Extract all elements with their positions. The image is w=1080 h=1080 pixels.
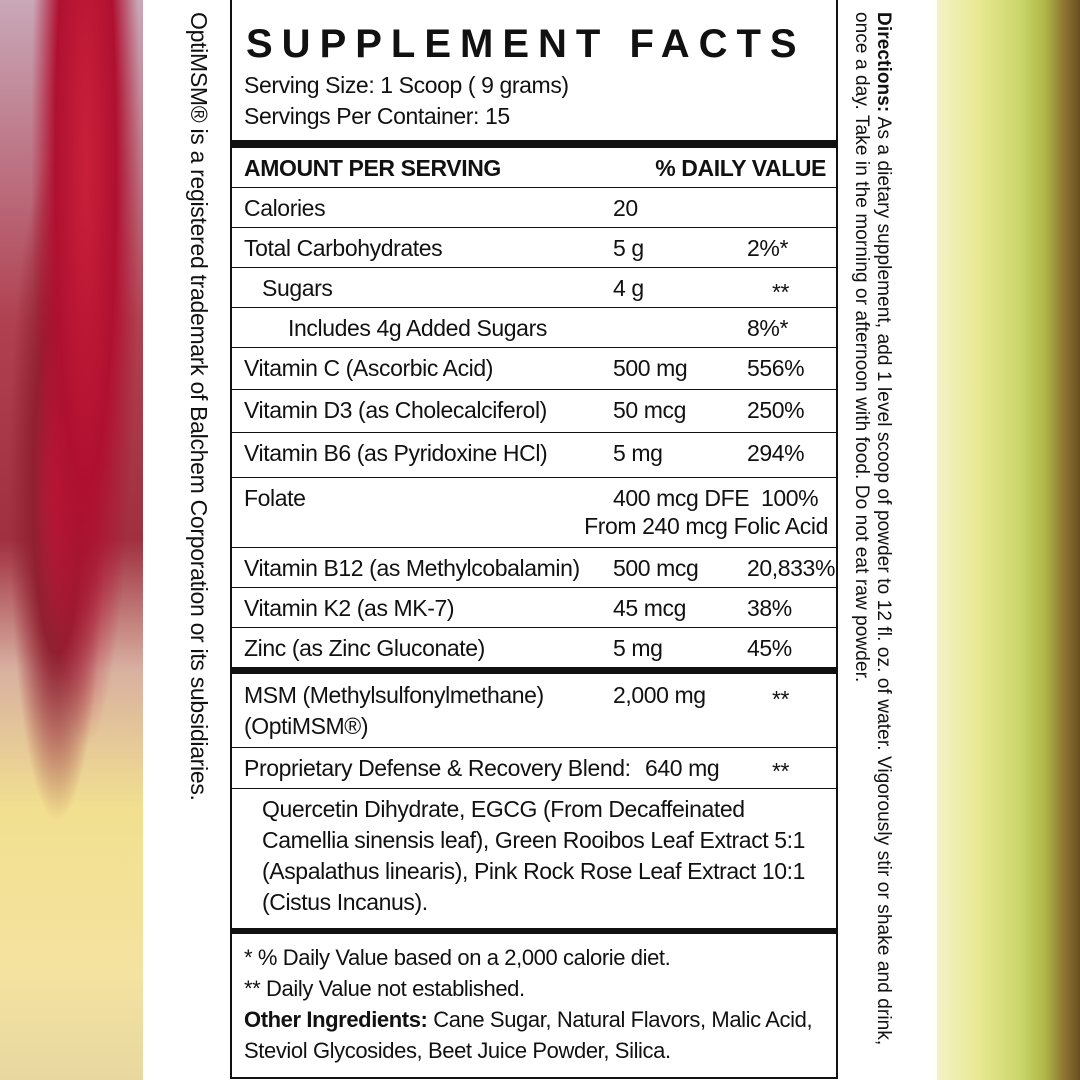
nutrient-dv: 8%* [747, 315, 788, 341]
nutrient-name: Includes 4g Added Sugars [288, 315, 547, 341]
nutrient-row: Sugars 4 g ** [232, 268, 836, 308]
supplement-facts-table: SUPPLEMENT FACTS Serving Size: 1 Scoop (… [230, 0, 838, 1079]
directions: Directions: As a dietary supplement, add… [850, 12, 894, 1072]
nutrient-amount: 5 g [613, 235, 644, 261]
divider [232, 140, 836, 148]
nutrient-dv: 20,833% [747, 555, 835, 581]
footnote-dv: * % Daily Value based on a 2,000 calorie… [244, 945, 671, 970]
nutrient-dv: 2%* [747, 235, 788, 261]
trademark-note: OptiMSM® is a registered trademark of Ba… [186, 12, 212, 801]
blend-row: Proprietary Defense & Recovery Blend: 64… [232, 748, 836, 789]
nutrient-name: Vitamin B6 (as Pyridoxine HCl) [244, 440, 548, 466]
nutrient-dv: 38% [747, 595, 792, 621]
header-dv: % DAILY VALUE [655, 155, 826, 181]
nutrient-name: Calories [244, 195, 326, 221]
header-amount: AMOUNT PER SERVING [244, 155, 501, 181]
footnotes: * % Daily Value based on a 2,000 calorie… [232, 934, 836, 1066]
nutrient-row: Vitamin B6 (as Pyridoxine HCl) 5 mg 294% [232, 433, 836, 478]
nutrient-row: Vitamin C (Ascorbic Acid) 500 mg 556% [232, 348, 836, 390]
other-ingredients-text: Cane Sugar, Natural Flavors, Malic Acid,… [244, 1007, 813, 1063]
divider [232, 928, 836, 934]
nutrient-row: Calories 20 [232, 188, 836, 228]
blend-dv: ** [772, 758, 790, 784]
divider [232, 668, 836, 674]
nutrient-dv: 294% [747, 440, 805, 466]
header-row: AMOUNT PER SERVING % DAILY VALUE [232, 148, 836, 188]
serving-size: Serving Size: 1 Scoop ( 9 grams) [244, 72, 569, 98]
nutrient-amount: 500 mcg [613, 555, 699, 581]
msm-name: MSM (Methylsulfonylmethane) [244, 682, 544, 708]
nutrient-amount: 50 mcg [613, 397, 687, 423]
msm-dv: ** [772, 686, 790, 712]
nutrient-dv: 556% [747, 355, 805, 381]
nutrient-amount: 5 mg [613, 635, 663, 661]
nutrient-dv: 250% [747, 397, 805, 423]
msm-row: MSM (Methylsulfonylmethane) (OptiMSM®) 2… [232, 674, 836, 748]
nutrient-amount: 400 mcg DFE [613, 485, 750, 511]
nutrient-row: Folate 400 mcg DFE 100% From 240 mcg Folic … [232, 478, 836, 548]
nutrient-amount: 5 mg [613, 440, 663, 466]
nutrient-row: Vitamin B12 (as Methylcobalamin) 500 mcg 2… [232, 548, 836, 588]
nutrient-subnote: From 240 mcg Folic Acid [584, 513, 828, 539]
other-ingredients: Other Ingredients: Cane Sugar, Natural F… [244, 1004, 836, 1066]
nutrient-row: Zinc (as Zinc Gluconate) 5 mg 45% [232, 628, 836, 668]
label-panel [143, 0, 937, 1080]
msm-name2: (OptiMSM®) [244, 713, 369, 739]
nutrient-name: Vitamin K2 (as MK-7) [244, 595, 455, 621]
nutrient-row: Includes 4g Added Sugars 8%* [232, 308, 836, 348]
nutrient-dv: 100% [761, 485, 819, 511]
nutrient-name: Vitamin C (Ascorbic Acid) [244, 355, 494, 381]
blend-name: Proprietary Defense & Recovery Blend: [244, 755, 631, 781]
other-ingredients-label: Other Ingredients: [244, 1007, 428, 1032]
footnote-not-established: ** Daily Value not established. [244, 976, 525, 1001]
background-photo-left [0, 0, 143, 1080]
nutrient-name: Total Carbohydrates [244, 235, 443, 261]
nutrient-row: Vitamin K2 (as MK-7) 45 mcg 38% [232, 588, 836, 628]
nutrient-amount: 4 g [613, 275, 644, 301]
background-photo-right [937, 0, 1080, 1080]
nutrient-name: Vitamin D3 (as Cholecalciferol) [244, 397, 547, 423]
nutrient-dv: 45% [747, 635, 792, 661]
blend-amount: 640 mg [645, 755, 720, 781]
nutrient-row: Vitamin D3 (as Cholecalciferol) 50 mcg 250… [232, 390, 836, 433]
facts-title: SUPPLEMENT FACTS [246, 22, 806, 66]
servings-per-container: Servings Per Container: 15 [244, 103, 510, 129]
nutrient-row: Total Carbohydrates 5 g 2%* [232, 228, 836, 268]
nutrient-amount: 20 [613, 195, 638, 221]
blend-ingredients: Quercetin Dihydrate, EGCG (From Decaffei… [262, 796, 806, 915]
nutrient-amount: 500 mg [613, 355, 688, 381]
directions-text: As a dietary supplement, add 1 level sco… [851, 12, 894, 1046]
msm-amount: 2,000 mg [613, 682, 706, 708]
nutrient-name: Zinc (as Zinc Gluconate) [244, 635, 485, 661]
nutrient-name: Vitamin B12 (as Methylcobalamin) [244, 555, 580, 581]
nutrient-dv: ** [772, 279, 790, 305]
directions-label: Directions: [873, 12, 894, 113]
nutrient-amount: 45 mcg [613, 595, 687, 621]
nutrient-name: Folate [244, 485, 306, 511]
nutrient-name: Sugars [262, 275, 333, 301]
